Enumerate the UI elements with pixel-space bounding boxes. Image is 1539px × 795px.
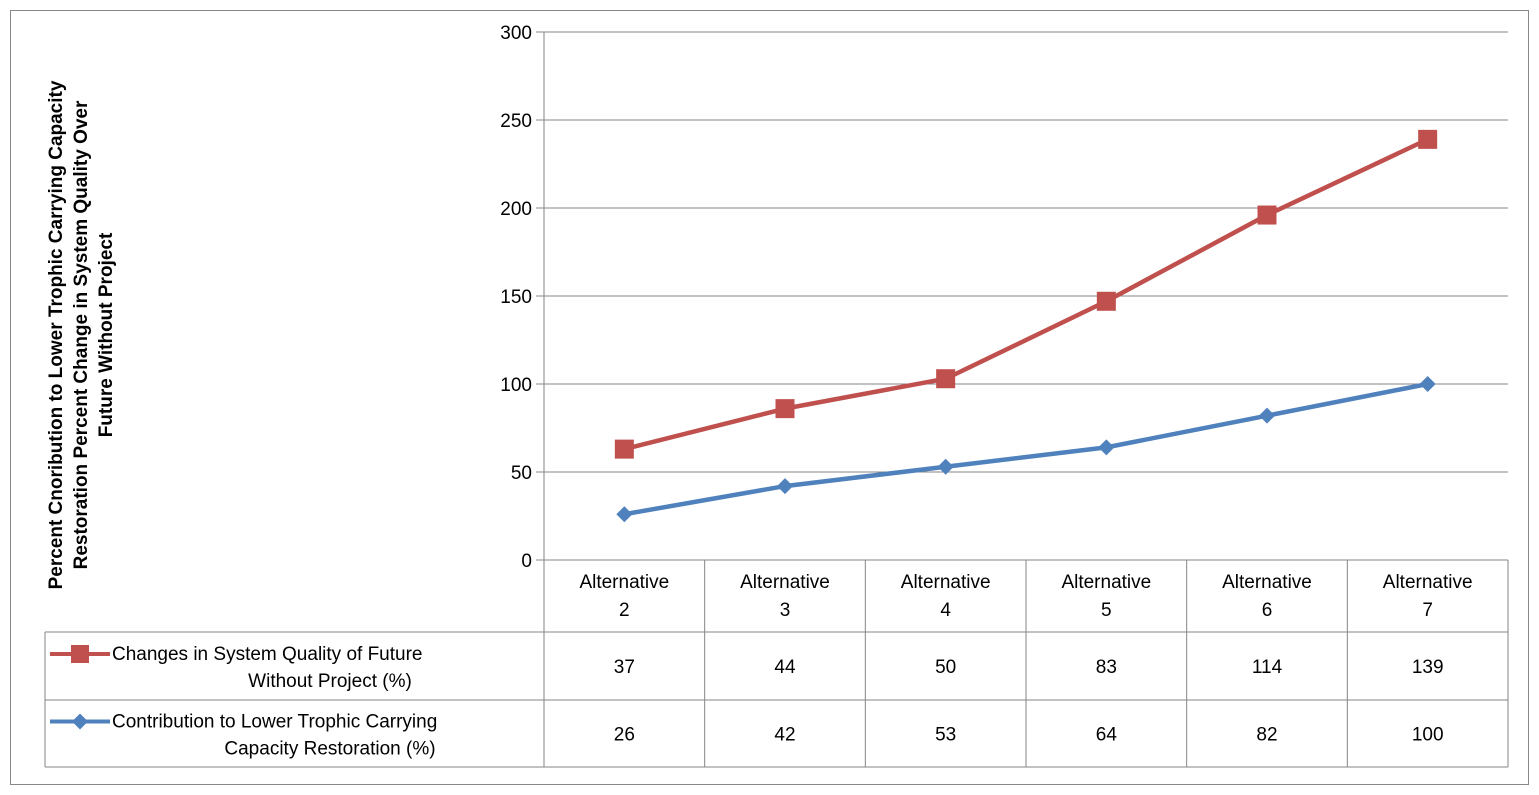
y-tick-label: 300 xyxy=(500,23,532,44)
y-tick-label: 0 xyxy=(521,551,532,572)
data-point-marker xyxy=(775,399,795,419)
table-value: 139 xyxy=(1412,657,1444,678)
table-value: 26 xyxy=(614,725,635,746)
table-value: 42 xyxy=(774,725,795,746)
y-axis-title: Percent Cnoribution to Lower Trophic Car… xyxy=(46,80,117,589)
category-label: 6 xyxy=(1262,600,1273,621)
table-value: 100 xyxy=(1412,725,1444,746)
y-tick-label: 50 xyxy=(511,463,532,484)
table-value: 82 xyxy=(1256,725,1277,746)
category-label: Alternative xyxy=(1061,572,1151,593)
data-point-marker xyxy=(1098,439,1115,456)
category-label: 7 xyxy=(1422,600,1433,621)
y-axis-title-line: Future Without Project xyxy=(96,232,117,437)
data-point-marker xyxy=(1418,129,1438,149)
y-tick-label: 250 xyxy=(500,111,532,132)
data-point-marker xyxy=(616,506,633,523)
category-label: Alternative xyxy=(901,572,991,593)
y-tick-label: 150 xyxy=(500,287,532,308)
category-label: Alternative xyxy=(1383,572,1473,593)
legend-marker xyxy=(71,645,89,663)
legend-marker xyxy=(72,713,88,730)
data-point-marker xyxy=(1257,205,1277,225)
y-tick-label: 100 xyxy=(500,375,532,396)
y-tick-label: 200 xyxy=(500,199,532,220)
category-label: Alternative xyxy=(579,572,669,593)
table-value: 53 xyxy=(935,725,956,746)
category-label: Alternative xyxy=(740,572,830,593)
y-axis-title-line: Restoration Percent Change in System Qua… xyxy=(71,100,92,569)
series-line xyxy=(623,381,1429,517)
category-label: 3 xyxy=(780,600,791,621)
table-value: 83 xyxy=(1096,657,1117,678)
data-point-marker xyxy=(614,439,634,459)
table-value: 64 xyxy=(1096,725,1118,746)
category-label: 5 xyxy=(1101,600,1112,621)
table-value: 37 xyxy=(614,657,635,678)
data-point-marker xyxy=(936,369,956,389)
series-name: Contribution to Lower Trophic Carrying xyxy=(112,712,437,733)
category-label: 2 xyxy=(619,600,630,621)
data-point-marker xyxy=(1419,376,1436,392)
table-value: 50 xyxy=(935,657,956,678)
data-point-marker xyxy=(1096,291,1116,311)
data-point-marker xyxy=(1259,407,1275,424)
series-line xyxy=(623,137,1429,452)
series-name: Without Project (%) xyxy=(248,671,412,692)
y-axis-title-line: Percent Cnoribution to Lower Trophic Car… xyxy=(46,80,67,589)
data-point-marker xyxy=(777,478,793,495)
category-label: 4 xyxy=(940,600,951,621)
series-name: Capacity Restoration (%) xyxy=(224,739,435,760)
table-value: 44 xyxy=(774,657,796,678)
category-label: Alternative xyxy=(1222,572,1312,593)
table-value: 114 xyxy=(1252,657,1283,678)
series-name: Changes in System Quality of Future xyxy=(112,644,422,665)
chart-frame xyxy=(10,10,1529,785)
data-point-marker xyxy=(937,458,954,475)
